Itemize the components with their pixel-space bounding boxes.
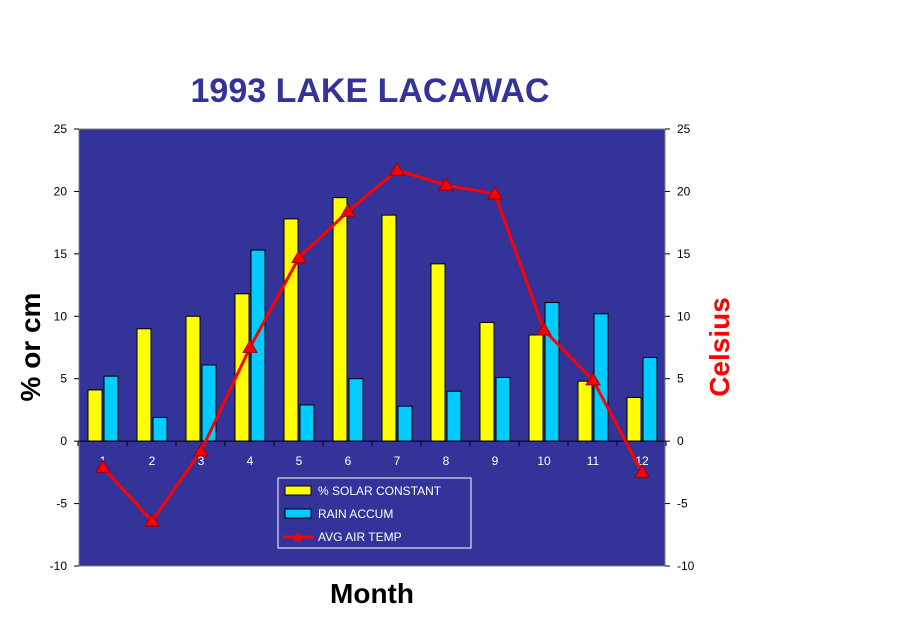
x-tick-label: 7: [394, 454, 401, 468]
y-tick-label: 10: [54, 309, 68, 323]
x-tick-label: 11: [587, 454, 600, 468]
temp-marker: [291, 249, 307, 264]
x-tick-label: 8: [443, 454, 450, 468]
x-tick-label: 5: [296, 454, 303, 468]
temp-marker: [340, 203, 356, 217]
plot-area: [79, 129, 665, 566]
solar-bar: [577, 380, 593, 442]
solar-bar: [381, 214, 397, 442]
bars-group: [87, 197, 658, 442]
x-tick-label: 4: [247, 454, 254, 468]
solar-bar: [332, 197, 348, 442]
legend-swatch: [284, 485, 312, 496]
rain-bar: [103, 375, 119, 442]
legend-marker: [293, 532, 303, 541]
solar-bar: [626, 396, 642, 442]
temp-marker: [242, 339, 258, 353]
rain-bar: [152, 416, 168, 442]
x-tick-label: 3: [198, 454, 205, 468]
y-axis-title: % or cm: [15, 293, 46, 402]
legend-label: RAIN ACCUM: [318, 507, 393, 521]
y-tick-label: 15: [54, 247, 68, 261]
solar-bar: [136, 328, 152, 442]
legend-swatch: [284, 508, 312, 519]
y2-tick-label: 20: [677, 184, 691, 198]
legend: % SOLAR CONSTANT RAIN ACCUM AVG AIR TEMP: [277, 477, 472, 549]
rain-bar: [348, 378, 364, 442]
rain-bar: [642, 356, 658, 442]
temp-marker: [438, 177, 454, 191]
temp-line: [101, 168, 644, 524]
rain-bar: [495, 376, 511, 442]
rain-bar: [544, 302, 560, 442]
y2-tick-label: 25: [677, 122, 691, 136]
solar-bar: [283, 218, 299, 442]
legend-label: AVG AIR TEMP: [318, 530, 402, 544]
y-tick-label: -10: [50, 559, 68, 573]
legend-box: [277, 477, 472, 549]
temp-marker: [389, 162, 405, 176]
rain-bar: [446, 390, 462, 442]
y2-axis-title: Celsius: [704, 297, 735, 397]
rain-bar: [397, 405, 413, 442]
x-tick-label: 2: [149, 454, 156, 468]
temp-marker: [144, 513, 160, 527]
y2-tick-label: 10: [677, 309, 691, 323]
y2-tick-label: -10: [677, 559, 695, 573]
chart-title: 1993 LAKE LACAWAC: [191, 72, 550, 110]
temp-marker: [536, 322, 552, 336]
temp-marker: [193, 443, 209, 457]
temp-marker: [95, 459, 111, 473]
solar-bar: [479, 322, 495, 442]
x-axis-title: Month: [330, 578, 414, 609]
x-tick-label: 10: [537, 454, 551, 468]
y-tick-label: 0: [60, 434, 67, 448]
plot-border: [78, 128, 666, 567]
solar-bar: [185, 315, 201, 442]
y2-tick-label: -5: [677, 497, 688, 511]
y-tick-label: 5: [60, 372, 67, 386]
temp-marker: [487, 185, 503, 200]
solar-bar: [528, 334, 544, 442]
x-tick-label: 9: [492, 454, 499, 468]
temp-line-group: [95, 162, 650, 527]
legend-label: % SOLAR CONSTANT: [318, 484, 442, 498]
temp-marker: [634, 464, 650, 478]
y2-tick-label: 5: [677, 372, 684, 386]
y2-tick-label: 0: [677, 434, 684, 448]
rain-bar: [201, 364, 217, 442]
x-tick-label: 6: [345, 454, 352, 468]
solar-bar: [430, 263, 446, 442]
y-tick-label: -5: [56, 497, 67, 511]
temp-marker: [585, 371, 601, 386]
y2-tick-label: 15: [677, 247, 691, 261]
y-tick-label: 25: [54, 122, 68, 136]
y-tick-label: 20: [54, 184, 68, 198]
rain-bar: [299, 404, 315, 442]
solar-bar: [87, 389, 103, 442]
